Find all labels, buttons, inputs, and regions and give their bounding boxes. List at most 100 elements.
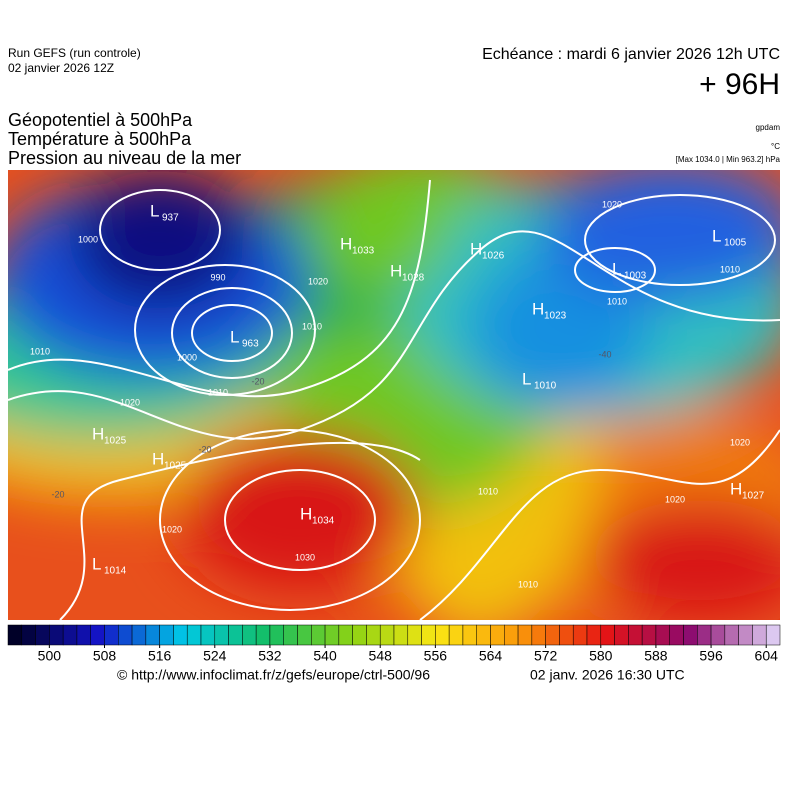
colorbar-box bbox=[407, 624, 422, 646]
temp-label: -20 bbox=[51, 489, 64, 499]
colorbar-box bbox=[421, 624, 436, 646]
colorbar-label: 532 bbox=[258, 648, 282, 664]
generated: 02 janv. 2026 16:30 UTC bbox=[530, 667, 685, 683]
center-kind: H bbox=[340, 234, 352, 253]
colorbar-label: 596 bbox=[699, 648, 723, 664]
colorbar-box bbox=[435, 624, 450, 646]
colorbar-box bbox=[669, 624, 684, 646]
center-kind: H bbox=[470, 239, 482, 258]
center-value: 1034 bbox=[312, 516, 335, 527]
colorbar-box bbox=[352, 624, 367, 646]
center-kind: H bbox=[532, 299, 544, 318]
center-value: 1005 bbox=[724, 238, 747, 249]
colorbar-label: 572 bbox=[534, 648, 558, 664]
colorbar-box bbox=[628, 624, 643, 646]
isobar-label: 1000 bbox=[177, 352, 197, 362]
isobar-label: 1020 bbox=[730, 437, 750, 447]
colorbar-label: 604 bbox=[755, 648, 779, 664]
source: © http://www.infoclimat.fr/z/gefs/europe… bbox=[117, 667, 430, 683]
colorbar-box bbox=[7, 624, 23, 646]
isobar-label: 1030 bbox=[295, 552, 315, 562]
colorbar-box bbox=[724, 624, 739, 646]
colorbar-box bbox=[600, 624, 615, 646]
colorbar-label: 516 bbox=[148, 648, 172, 664]
colorbar-box bbox=[186, 624, 202, 646]
unit: °C bbox=[771, 142, 780, 151]
colorbar-box bbox=[35, 624, 50, 646]
colorbar-box bbox=[697, 624, 712, 646]
run-date: 02 janvier 2026 12Z bbox=[8, 61, 114, 75]
colorbar-box bbox=[683, 624, 698, 646]
field: Géopotentiel à 500hPa bbox=[8, 110, 193, 130]
colorbar-box bbox=[269, 624, 284, 646]
center-kind: L bbox=[230, 327, 239, 346]
lead-time: + 96H bbox=[699, 68, 780, 101]
center-kind: H bbox=[390, 261, 402, 280]
map bbox=[8, 170, 780, 620]
field: Pression au niveau de la mer bbox=[8, 148, 241, 168]
isobar-label: 1020 bbox=[308, 276, 328, 286]
colorbar-label: 556 bbox=[424, 648, 448, 664]
temp-label: -20 bbox=[251, 376, 264, 386]
isobar-label: 1020 bbox=[602, 199, 622, 209]
colorbar-label: 548 bbox=[369, 648, 393, 664]
center-kind: H bbox=[152, 449, 164, 468]
colorbar-box bbox=[366, 624, 381, 646]
colorbar-box bbox=[490, 624, 505, 646]
center-kind: L bbox=[522, 369, 531, 388]
isobar-label: 1010 bbox=[720, 264, 740, 274]
colorbar-box bbox=[559, 624, 574, 646]
colorbar-box bbox=[49, 624, 64, 646]
colorbar-box bbox=[283, 624, 298, 646]
colorbar-box bbox=[324, 624, 340, 646]
colorbar-box bbox=[131, 624, 147, 646]
colorbar-box bbox=[462, 624, 477, 646]
center-kind: H bbox=[300, 504, 312, 523]
colorbar-box bbox=[586, 624, 602, 646]
center-value: 937 bbox=[162, 213, 179, 224]
colorbar-box bbox=[476, 624, 491, 646]
isobar-label: 1010 bbox=[478, 486, 498, 496]
center-value: 1014 bbox=[104, 566, 127, 577]
colorbar-box bbox=[448, 624, 464, 646]
field: Température à 500hPa bbox=[8, 129, 192, 149]
center-kind: L bbox=[712, 226, 721, 245]
colorbar-label: 564 bbox=[479, 648, 503, 664]
temp-label: -40 bbox=[598, 349, 611, 359]
colorbar-box bbox=[21, 624, 36, 646]
colorbar-box bbox=[90, 624, 105, 646]
center-value: 1028 bbox=[402, 273, 425, 284]
isobar-label: 1010 bbox=[302, 321, 322, 331]
echeance: Echéance : mardi 6 janvier 2026 12h UTC bbox=[482, 46, 780, 63]
colorbar-box bbox=[379, 624, 395, 646]
colorbar-box bbox=[752, 624, 767, 646]
colorbar-box bbox=[338, 624, 353, 646]
colorbar-box bbox=[517, 624, 533, 646]
colorbar-label: 540 bbox=[313, 648, 337, 664]
center-kind: H bbox=[92, 424, 104, 443]
colorbar-box bbox=[738, 624, 753, 646]
colorbar-box bbox=[572, 624, 588, 646]
isobar-label: 1000 bbox=[78, 234, 98, 244]
isobar-label: 1010 bbox=[607, 296, 627, 306]
center-value: 1025 bbox=[164, 461, 187, 472]
isobar-label: 1020 bbox=[665, 494, 685, 504]
center-kind: H bbox=[730, 479, 742, 498]
colorbar-box bbox=[200, 624, 216, 646]
center-value: 1003 bbox=[624, 271, 647, 282]
extremes: [Max 1034.0 | Min 963.2] hPa bbox=[676, 155, 781, 164]
colorbar-box bbox=[710, 624, 726, 646]
center-kind: L bbox=[150, 201, 159, 220]
center-value: 1023 bbox=[544, 311, 567, 322]
isobar-label: 990 bbox=[210, 272, 225, 282]
colorbar-box bbox=[641, 624, 657, 646]
colorbar-box bbox=[159, 624, 174, 646]
isobar-label: 1010 bbox=[208, 387, 228, 397]
unit: gpdam bbox=[756, 123, 781, 132]
colorbar-box bbox=[545, 624, 560, 646]
run: Run GEFS (run controle) bbox=[8, 46, 141, 60]
colorbar-box bbox=[214, 624, 229, 646]
center-value: 1033 bbox=[352, 246, 375, 257]
colorbar-label: 524 bbox=[203, 648, 227, 664]
